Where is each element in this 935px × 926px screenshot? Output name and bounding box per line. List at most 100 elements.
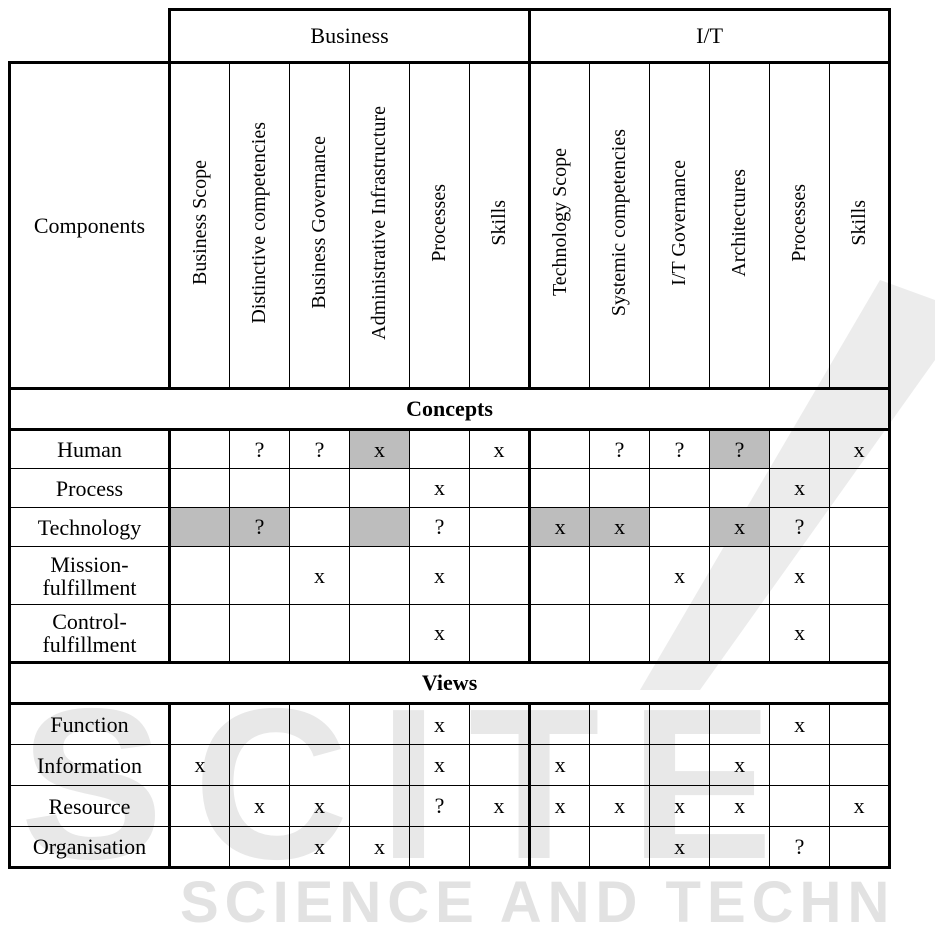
matrix-cell: ?	[289, 429, 350, 469]
section-title: Views	[7, 661, 892, 705]
matrix-cell: x	[409, 744, 470, 786]
matrix-cell: ?	[409, 785, 470, 827]
matrix-cell	[468, 546, 531, 605]
column-header-label: Business Governance	[308, 136, 330, 309]
matrix-cell: x	[168, 744, 230, 786]
matrix-cell	[229, 604, 290, 664]
matrix-cell	[349, 546, 410, 605]
group-header-0: Business	[167, 8, 531, 63]
group-header-row: Business I/T	[10, 8, 892, 63]
section-title: Concepts	[7, 387, 892, 431]
matrix-cell	[168, 429, 230, 469]
matrix-cell	[168, 703, 230, 745]
matrix-cell: x	[289, 546, 350, 605]
matrix-cell: x	[409, 604, 470, 664]
column-header-label: Administrative Infrastructure	[368, 105, 390, 340]
matrix-cell	[229, 744, 290, 786]
matrix-cell	[589, 744, 651, 786]
matrix-cell	[289, 703, 350, 745]
matrix-cell	[168, 468, 230, 508]
table-row: Function x x	[8, 703, 892, 745]
column-header-9: Architectures	[709, 61, 771, 390]
column-header-label: I/T Governance	[668, 159, 691, 286]
matrix-cell: x	[709, 507, 771, 547]
matrix-cell	[468, 744, 531, 786]
matrix-cell	[649, 703, 711, 745]
column-header-label: Systemic competencies	[608, 128, 631, 317]
column-header-6: Technology Scope	[528, 61, 591, 390]
row-label: Control-fulfillment	[8, 604, 170, 664]
matrix-cell	[168, 507, 230, 547]
table-row: Mission-fulfillment x x x x	[8, 546, 892, 605]
matrix-cell	[349, 468, 410, 508]
row-label: Technology	[8, 507, 170, 547]
matrix-cell	[289, 604, 350, 664]
matrix-cell: x	[649, 785, 711, 827]
corner-blank-cell	[10, 10, 170, 63]
column-header-8: I/T Governance	[649, 61, 711, 390]
column-header-11: Skills	[829, 61, 892, 390]
matrix-cell	[229, 468, 290, 508]
matrix-cell: x	[409, 546, 470, 605]
matrix-cell	[229, 703, 290, 745]
matrix-cell	[829, 703, 892, 745]
matrix-cell: x	[229, 785, 290, 827]
matrix-cell	[349, 604, 410, 664]
matrix-cell	[229, 826, 290, 869]
column-header-label: Processes	[428, 183, 450, 262]
matrix-cell	[409, 826, 470, 869]
matrix-cell: x	[589, 785, 651, 827]
matrix-cell	[168, 546, 230, 605]
column-header-label: Architectures	[728, 168, 751, 277]
matrix-cell: x	[528, 507, 591, 547]
matrix-cell	[409, 429, 470, 469]
column-header-10: Processes	[769, 61, 831, 390]
matrix-cell: ?	[649, 429, 711, 469]
matrix-cell	[168, 826, 230, 869]
matrix-cell	[649, 604, 711, 664]
matrix-cell: x	[349, 826, 410, 869]
matrix-cell	[289, 468, 350, 508]
matrix-cell	[589, 604, 651, 664]
matrix-cell	[709, 468, 771, 508]
matrix-cell: x	[409, 703, 470, 745]
matrix-cell	[649, 507, 711, 547]
matrix-cell	[168, 785, 230, 827]
matrix-cell: x	[468, 429, 531, 469]
row-label: Organisation	[8, 826, 170, 869]
matrix-cell: ?	[769, 507, 831, 547]
row-label-line: Mission-	[50, 551, 129, 577]
matrix-cell	[528, 429, 591, 469]
matrix-cell	[528, 468, 591, 508]
matrix-cell: x	[589, 507, 651, 547]
column-header-label: Technology Scope	[548, 148, 571, 297]
column-header-4: Processes	[409, 61, 470, 390]
section-row-views: Views	[7, 661, 892, 705]
matrix-cell	[769, 744, 831, 786]
matrix-cell	[829, 546, 892, 605]
matrix-cell: x	[709, 744, 771, 786]
matrix-cell: x	[349, 429, 410, 469]
matrix-cell	[528, 703, 591, 745]
matrix-cell: x	[829, 785, 892, 827]
matrix-cell	[709, 703, 771, 745]
group-header-1: I/T	[528, 8, 892, 63]
column-header-label: Skills	[847, 199, 870, 246]
table-row: Control-fulfillment x x	[8, 604, 892, 664]
matrix-cell: ?	[229, 429, 290, 469]
matrix-cell	[289, 744, 350, 786]
matrix-body: Business I/T Components Business Scope Disti…	[7, 8, 892, 869]
matrix-cell	[289, 507, 350, 547]
column-header-3: Administrative Infrastructure	[349, 61, 410, 390]
table-row: Technology?? x x x?	[8, 507, 892, 547]
matrix-cell	[649, 744, 711, 786]
matrix-cell	[829, 604, 892, 664]
row-label: Resource	[8, 785, 170, 827]
matrix-cell: x	[709, 785, 771, 827]
matrix-cell: x	[769, 546, 831, 605]
table-row: Organisation x x x?	[8, 826, 892, 869]
column-header-label: Skills	[487, 199, 510, 246]
row-label: Mission-fulfillment	[8, 546, 170, 605]
components-matrix-table: Business I/T Components Business Scope Disti…	[7, 8, 892, 869]
matrix-cell	[589, 826, 651, 869]
